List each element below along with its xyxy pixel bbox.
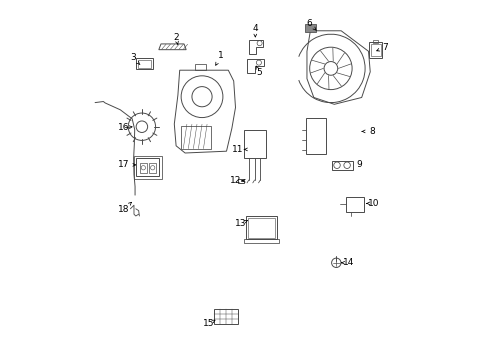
Bar xyxy=(305,24,315,32)
Text: 14: 14 xyxy=(343,258,354,267)
Bar xyxy=(136,158,159,176)
Bar xyxy=(368,42,382,58)
Bar xyxy=(244,130,265,158)
Bar xyxy=(213,309,238,324)
Bar xyxy=(195,64,205,70)
Bar xyxy=(346,197,363,212)
Bar xyxy=(247,218,275,238)
Text: 18: 18 xyxy=(118,205,129,214)
Text: 8: 8 xyxy=(368,127,374,136)
Bar xyxy=(149,163,156,173)
Text: 1: 1 xyxy=(218,51,224,60)
Text: 9: 9 xyxy=(356,160,362,169)
Bar xyxy=(244,239,278,243)
Bar xyxy=(181,126,211,149)
Bar xyxy=(136,58,152,69)
Bar xyxy=(370,44,380,56)
Text: 2: 2 xyxy=(173,33,179,42)
Text: 17: 17 xyxy=(118,161,129,169)
Bar xyxy=(133,156,162,179)
Text: 5: 5 xyxy=(256,68,261,77)
Bar xyxy=(306,118,325,154)
Text: 16: 16 xyxy=(118,123,129,132)
Text: 13: 13 xyxy=(235,219,246,228)
Text: 4: 4 xyxy=(252,24,258,33)
Bar xyxy=(138,60,150,68)
Bar xyxy=(140,163,146,173)
Bar xyxy=(331,161,352,170)
Text: 10: 10 xyxy=(367,199,379,208)
Text: 7: 7 xyxy=(381,43,387,52)
Text: 11: 11 xyxy=(231,145,243,154)
Text: 15: 15 xyxy=(203,320,214,328)
Text: 12: 12 xyxy=(229,176,241,185)
Text: 6: 6 xyxy=(306,19,311,28)
Text: 3: 3 xyxy=(130,53,136,62)
Bar xyxy=(372,40,377,43)
Bar xyxy=(246,216,276,239)
